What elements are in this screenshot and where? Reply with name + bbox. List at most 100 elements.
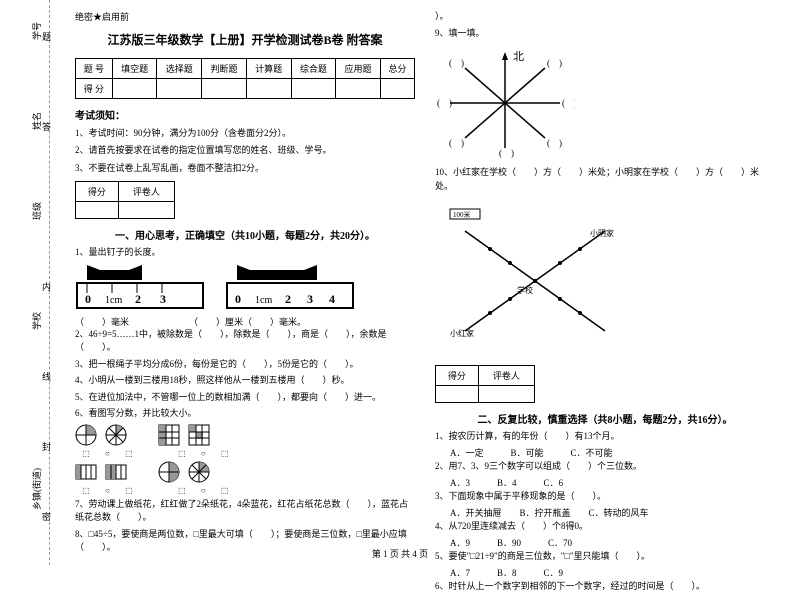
svg-text:( ): ( ) — [562, 98, 575, 108]
q4: 4、小明从一楼到三楼用18秒，照这样他从一楼到五楼用（ ）秒。 — [75, 374, 415, 388]
q5: 5、在进位加法中，不管哪一位上的数相加满（ ），都要向（ ）进一。 — [75, 391, 415, 405]
score-lbl: 得分 — [76, 182, 119, 202]
circle-4 — [188, 461, 210, 483]
reviewer-lbl: 评卷人 — [118, 182, 174, 202]
rect-2 — [105, 461, 127, 483]
p2q3-opts: A．开关抽屉 B．拧开瓶盖 C．转动的风车 — [450, 507, 775, 521]
th-1: 填空题 — [112, 59, 157, 79]
q7: 7、劳动课上做纸花，红红做了2朵纸花，4朵蓝花，红花占纸花总数（ ），蓝花占纸花… — [75, 498, 415, 525]
map-diagram: 100米 小明家 小红家 学校 — [435, 201, 635, 351]
rect-1 — [75, 461, 97, 483]
q3: 3、把一根绳子平均分成6份，每份是它的（ ），5份是它的（ ）。 — [75, 358, 415, 372]
bind-banji: 班级 — [30, 202, 43, 220]
score-lbl-2: 得分 — [436, 366, 479, 386]
svg-text:0: 0 — [85, 292, 91, 306]
mark-nei: 内 — [42, 280, 51, 293]
q1: 1、量出钉子的长度。 — [75, 246, 415, 260]
part2-score-box: 得分评卷人 — [435, 365, 535, 403]
shapes-row-2 — [75, 461, 415, 483]
grid-2 — [188, 424, 210, 446]
part1-title: 一、用心思考，正确填空（共10小题，每题2分，共20分）。 — [75, 227, 415, 242]
p2q1: 1、按农历计算，有的年份（ ）有13个月。 — [435, 430, 775, 444]
compare-row-2: ⬚○⬚ ⬚○⬚ — [75, 486, 415, 495]
score-blank-2 — [436, 386, 479, 403]
mark-feng: 封 — [42, 440, 51, 453]
notice-3: 3、不要在试卷上乱写乱画，卷面不整洁扣2分。 — [75, 161, 415, 175]
svg-text:4: 4 — [329, 292, 335, 306]
rulers: 0 1cm 2 3 0 1cm 2 3 — [75, 265, 415, 310]
p2q3: 3、下面现象中属于平移现象的是（ ）。 — [435, 490, 775, 504]
svg-text:( ): ( ) — [547, 58, 562, 68]
q2: 2、46÷9=5……1中，被除数是（ ），除数是（ ），商是（ ），余数是（ ）… — [75, 328, 415, 355]
part-score-box: 得分评卷人 — [75, 181, 175, 219]
bind-xuexiao: 学校 — [30, 312, 43, 330]
ruler-2: 0 1cm 2 3 4 — [225, 265, 355, 310]
svg-text:2: 2 — [285, 292, 291, 306]
page-footer: 第 1 页 共 4 页 — [0, 547, 800, 560]
circle-3 — [158, 461, 180, 483]
th-4: 计算题 — [246, 59, 291, 79]
svg-text:0: 0 — [235, 292, 241, 306]
tr-1 — [112, 79, 157, 99]
compare-row-1: ⬚○⬚ ⬚○⬚ — [75, 449, 415, 458]
svg-text:3: 3 — [307, 292, 313, 306]
th-0: 题 号 — [76, 59, 113, 79]
reviewer-blank — [118, 202, 174, 219]
svg-text:100米: 100米 — [453, 210, 471, 219]
paper-title: 江苏版三年级数学【上册】开学检测试卷B卷 附答案 — [75, 31, 415, 48]
p2q2-opts: A．3 B．4 C．6 — [450, 477, 775, 491]
shapes-row-1 — [75, 424, 415, 446]
svg-text:2: 2 — [135, 292, 141, 306]
p2q4: 4、从720里连续减去（ ）个8得0。 — [435, 520, 775, 534]
tr-0: 得 分 — [76, 79, 113, 99]
grid-1 — [158, 424, 180, 446]
th-5: 综合题 — [291, 59, 336, 79]
th-7: 总分 — [380, 59, 414, 79]
tr-6 — [336, 79, 381, 99]
ruler-1: 0 1cm 2 3 — [75, 265, 205, 310]
p2q5-opts: A．7 B．8 C．9 — [450, 567, 775, 581]
circle-2 — [105, 424, 127, 446]
svg-text:北: 北 — [513, 50, 524, 63]
tr-2 — [157, 79, 202, 99]
p2q1-opts: A．一定 B．可能 C．不可能 — [450, 447, 775, 461]
svg-text:( ): ( ) — [499, 148, 514, 158]
tr-3 — [202, 79, 247, 99]
mark-ti: 题 — [42, 30, 51, 43]
th-6: 应用题 — [336, 59, 381, 79]
svg-text:3: 3 — [160, 292, 166, 306]
q9: 9、填一填。 — [435, 27, 775, 41]
mark-mi: 密 — [42, 510, 51, 523]
tr-5 — [291, 79, 336, 99]
svg-text:( ): ( ) — [449, 138, 464, 148]
svg-text:小明家: 小明家 — [590, 228, 614, 238]
right-column: ）。 9、填一填。 北 ( ) ( ) ( ) ( ) ( ) ( ) ( ) … — [425, 10, 785, 555]
left-column: 绝密★启用前 江苏版三年级数学【上册】开学检测试卷B卷 附答案 题 号 填空题 … — [65, 10, 425, 555]
reviewer-lbl-2: 评卷人 — [478, 366, 534, 386]
p2q6: 6、时针从上一个数字到相邻的下一个数字，经过的时间是（ ）。 — [435, 580, 775, 594]
q10: 10、小红家在学校（ ）方（ ）米处；小明家在学校（ ）方（ ）米处。 — [435, 166, 775, 193]
mark-da: 答 — [42, 120, 51, 133]
confidential: 绝密★启用前 — [75, 10, 415, 23]
svg-text:小红家: 小红家 — [450, 328, 474, 338]
ruler1-label: （ ）毫米 — [75, 315, 129, 328]
notice-2: 2、请首先按要求在试卷的指定位置填写您的姓名、班级、学号。 — [75, 143, 415, 157]
reviewer-blank-2 — [478, 386, 534, 403]
svg-text:( ): ( ) — [547, 138, 562, 148]
svg-text:( ): ( ) — [449, 58, 464, 68]
th-3: 判断题 — [202, 59, 247, 79]
notice-title: 考试须知： — [75, 107, 415, 122]
bind-xiangzhen: 乡镇(街道) — [30, 468, 43, 510]
th-2: 选择题 — [157, 59, 202, 79]
svg-text:( ): ( ) — [437, 98, 452, 108]
ruler2-label: （ ）厘米（ ）毫米。 — [189, 315, 306, 328]
mark-xian: 线 — [42, 370, 51, 383]
notice-1: 1、考试时间：90分钟，满分为100分（含卷面分2分）。 — [75, 126, 415, 140]
tr-7 — [380, 79, 414, 99]
svg-text:1cm: 1cm — [105, 295, 122, 306]
score-blank — [76, 202, 119, 219]
part2-title: 二、反复比较，慎重选择（共8小题，每题2分，共16分）。 — [435, 411, 775, 426]
svg-text:学校: 学校 — [517, 285, 533, 295]
q8-cont: ）。 — [435, 10, 775, 24]
q6: 6、看图写分数，并比较大小。 — [75, 407, 415, 421]
